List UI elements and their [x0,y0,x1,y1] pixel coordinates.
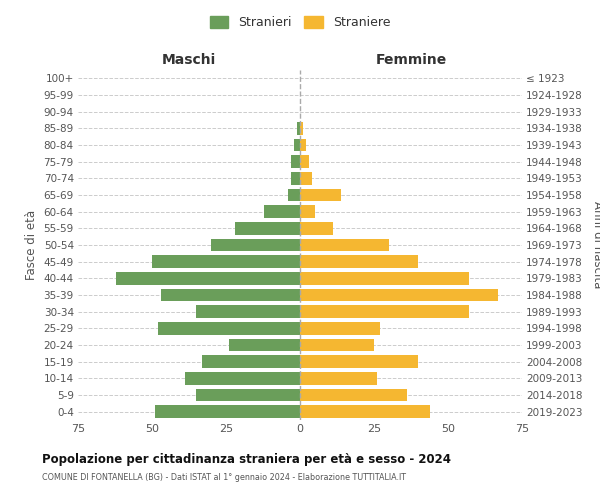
Bar [265,206,300,218]
Bar [297,122,300,134]
Bar [185,372,300,384]
Bar [300,156,309,168]
Bar [291,172,300,184]
Bar [211,239,300,251]
Bar [229,339,300,351]
Bar [300,289,499,301]
Bar [300,122,303,134]
Text: Maschi: Maschi [162,52,216,66]
Bar [196,389,300,401]
Bar [161,289,300,301]
Bar [300,389,407,401]
Y-axis label: Fasce di età: Fasce di età [25,210,38,280]
Bar [300,356,418,368]
Bar [300,239,389,251]
Bar [158,322,300,334]
Bar [300,306,469,318]
Bar [300,322,380,334]
Bar [152,256,300,268]
Bar [300,256,418,268]
Text: COMUNE DI FONTANELLA (BG) - Dati ISTAT al 1° gennaio 2024 - Elaborazione TUTTITA: COMUNE DI FONTANELLA (BG) - Dati ISTAT a… [42,472,406,482]
Bar [294,138,300,151]
Text: Femmine: Femmine [376,52,446,66]
Bar [202,356,300,368]
Bar [196,306,300,318]
Bar [116,272,300,284]
Bar [155,406,300,418]
Bar [291,156,300,168]
Bar [300,172,312,184]
Bar [300,206,315,218]
Y-axis label: Anni di nascita: Anni di nascita [591,202,600,288]
Bar [300,222,332,234]
Bar [300,272,469,284]
Bar [288,188,300,201]
Bar [235,222,300,234]
Legend: Stranieri, Straniere: Stranieri, Straniere [205,11,395,34]
Bar [300,372,377,384]
Bar [300,406,430,418]
Bar [300,138,306,151]
Bar [300,188,341,201]
Bar [300,339,374,351]
Text: Popolazione per cittadinanza straniera per età e sesso - 2024: Popolazione per cittadinanza straniera p… [42,452,451,466]
